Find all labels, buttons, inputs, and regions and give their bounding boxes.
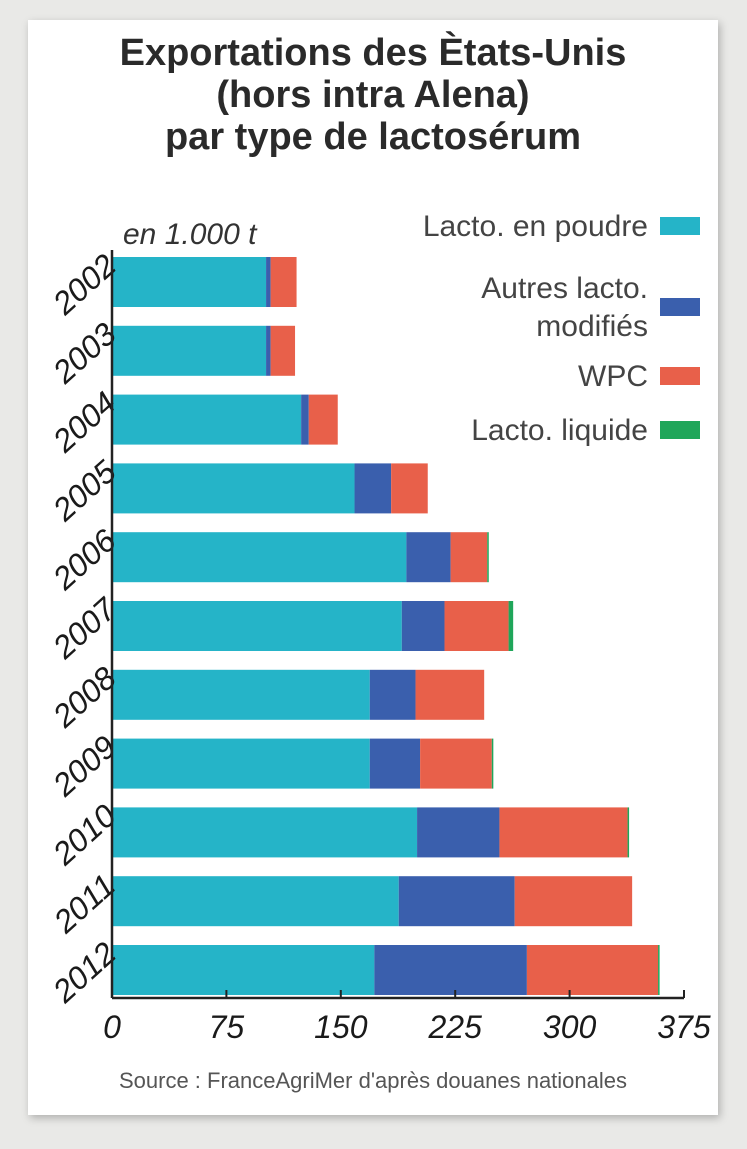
title-line-1: Exportations des Ètats-Unis (119, 32, 627, 74)
bar-segment (112, 257, 267, 307)
title-line-2: (hors intra Alena) (216, 74, 530, 116)
source-note: Source : FranceAgriMer d'après douanes n… (118, 1068, 628, 1093)
bar-segment (658, 945, 660, 995)
unit-label: en 1.000 t (123, 218, 257, 251)
bar-segment (354, 463, 392, 514)
bar-segment (112, 738, 370, 789)
legend-item: Lacto. liquide (471, 414, 700, 447)
bar-segment (627, 807, 630, 858)
bar-segment (112, 669, 370, 720)
legend-item: WPC (578, 360, 700, 393)
legend-label: modifiés (536, 310, 648, 343)
x-tick-label: 150 (314, 1009, 368, 1045)
title-line-3: par type de lactosérum (164, 116, 582, 158)
bar-segment (401, 601, 445, 651)
legend-label: Autres lacto. (481, 272, 648, 305)
bar-segment (369, 738, 421, 789)
legend-label: Lacto. liquide (471, 414, 648, 447)
x-tick-label: 75 (209, 1009, 245, 1045)
bar-segment (487, 532, 489, 583)
bar-segment (112, 325, 267, 376)
bar-segment (270, 325, 296, 376)
bar-segment (369, 669, 416, 720)
legend-swatch (660, 367, 700, 385)
bar-segment (444, 601, 509, 651)
legend-label: WPC (578, 360, 648, 393)
x-tick-label: 300 (543, 1009, 597, 1045)
bar-segment (526, 945, 659, 995)
bar-segment (112, 945, 375, 995)
x-tick-label: 0 (103, 1009, 121, 1045)
legend-item: Autres lacto. modifiés (481, 272, 700, 343)
bar-segment (112, 601, 402, 651)
legend-label: Lacto. en poudre (423, 210, 648, 243)
bar-segment (270, 257, 297, 307)
legend-swatch (660, 421, 700, 439)
legend-item: Lacto. en poudre (423, 210, 700, 243)
bar-segment (112, 807, 418, 858)
chart-card: Exportations des Ètats-Unis (hors intra … (28, 20, 718, 1115)
bar-segment (391, 463, 428, 514)
bar-segment (417, 807, 500, 858)
bar-segment (374, 945, 527, 995)
bar-segment (112, 532, 407, 583)
legend-swatch (660, 217, 700, 235)
bar-segment (420, 738, 492, 789)
bar-segment (514, 876, 633, 927)
bar-segment (491, 738, 494, 789)
bar-segment (112, 394, 302, 445)
bar-segment (415, 669, 485, 720)
bar-segment (266, 257, 271, 307)
bar-segment (508, 601, 514, 651)
category-label: 2011 (46, 867, 122, 940)
bar-segment (308, 394, 338, 445)
stacked-bar-chart: 2002200320042005200620072008200920102011… (45, 210, 711, 1045)
bar-segment (112, 463, 355, 514)
x-tick-label: 225 (428, 1009, 483, 1045)
bar-segment (398, 876, 515, 927)
bar-segment (499, 807, 628, 858)
bar-segment (450, 532, 488, 583)
chart-title: Exportations des Ètats-Unis (hors intra … (28, 32, 718, 158)
bar-segment (406, 532, 451, 583)
bar-segment (266, 325, 271, 376)
legend-swatch (660, 298, 700, 316)
x-tick-label: 375 (657, 1009, 711, 1045)
bar-segment (301, 394, 309, 445)
bar-segment (112, 876, 399, 927)
